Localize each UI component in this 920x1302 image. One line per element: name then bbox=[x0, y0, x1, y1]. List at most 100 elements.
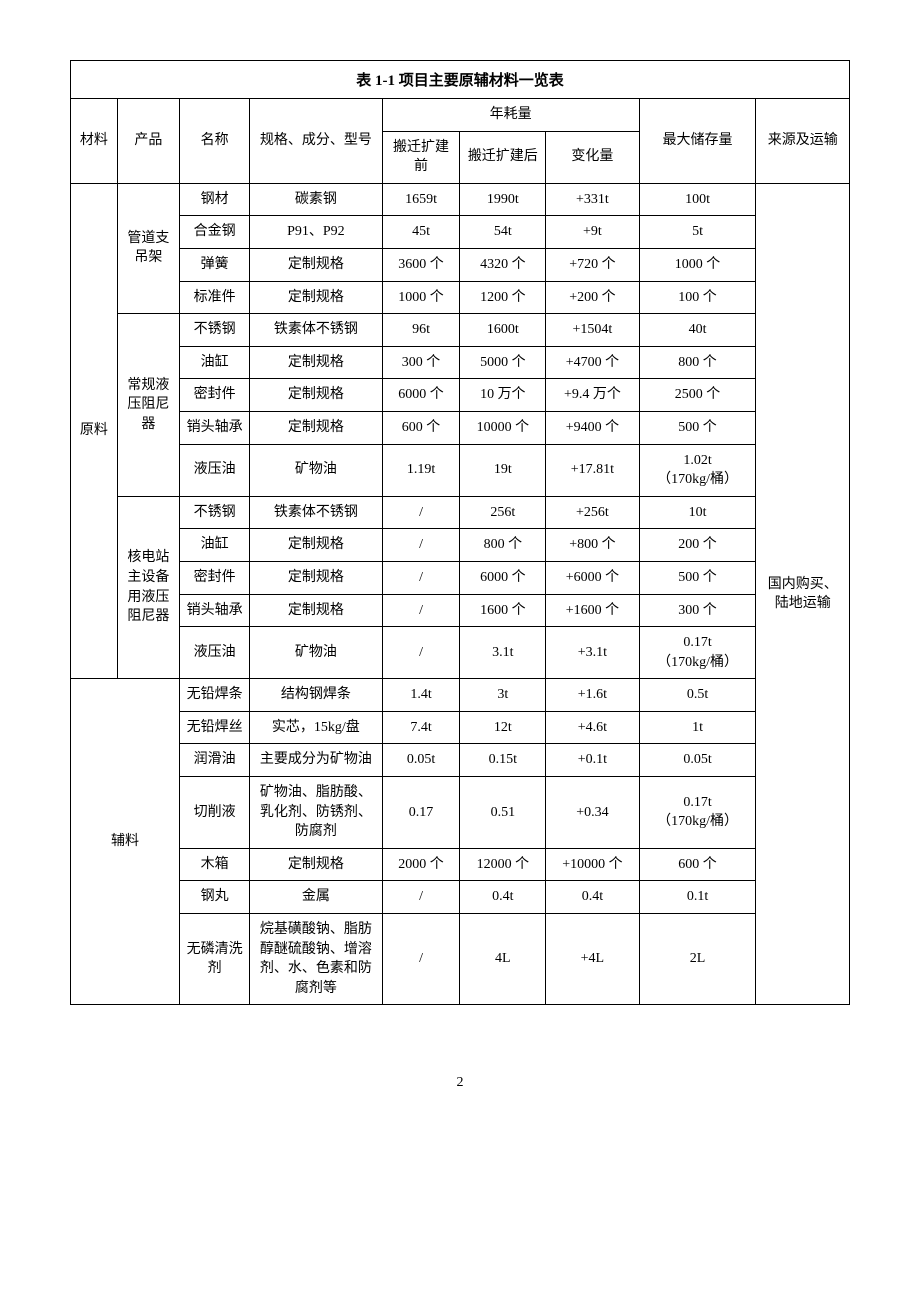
table-row: 无磷清洗剂烷基磺酸钠、脂肪醇醚硫酸钠、增溶剂、水、色素和防腐剂等/4L+4L2L bbox=[71, 914, 850, 1005]
cell-after: 256t bbox=[460, 496, 546, 529]
cell-product-group: 常规液压阻尼器 bbox=[117, 314, 179, 497]
page-number: 2 bbox=[70, 1075, 850, 1091]
table-caption: 表 1-1 项目主要原辅材料一览表 bbox=[70, 60, 850, 98]
cell-after: 1600t bbox=[460, 314, 546, 347]
cell-change: +10000 个 bbox=[546, 848, 639, 881]
cell-name: 无磷清洗剂 bbox=[180, 914, 250, 1005]
table-row: 切削液矿物油、脂肪酸、乳化剂、防锈剂、防腐剂0.170.51+0.340.17t… bbox=[71, 777, 850, 849]
th-storage: 最大储存量 bbox=[639, 99, 756, 184]
table-row: 液压油矿物油1.19t19t+17.81t1.02t（170kg/桶） bbox=[71, 444, 850, 496]
cell-spec: 矿物油、脂肪酸、乳化剂、防锈剂、防腐剂 bbox=[250, 777, 382, 849]
cell-before: 300 个 bbox=[382, 346, 460, 379]
cell-change: +200 个 bbox=[546, 281, 639, 314]
cell-after: 5000 个 bbox=[460, 346, 546, 379]
cell-before: 0.05t bbox=[382, 744, 460, 777]
th-product: 产品 bbox=[117, 99, 179, 184]
cell-material-aux: 辅料 bbox=[71, 679, 180, 1005]
cell-name: 无铅焊丝 bbox=[180, 711, 250, 744]
cell-after: 3.1t bbox=[460, 627, 546, 679]
cell-before: 0.17 bbox=[382, 777, 460, 849]
cell-spec: 定制规格 bbox=[250, 561, 382, 594]
cell-name: 木箱 bbox=[180, 848, 250, 881]
header-row-1: 材料 产品 名称 规格、成分、型号 年耗量 最大储存量 来源及运输 bbox=[71, 99, 850, 132]
cell-storage: 300 个 bbox=[639, 594, 756, 627]
cell-spec: 铁素体不锈钢 bbox=[250, 496, 382, 529]
cell-name: 液压油 bbox=[180, 444, 250, 496]
cell-spec: 烷基磺酸钠、脂肪醇醚硫酸钠、增溶剂、水、色素和防腐剂等 bbox=[250, 914, 382, 1005]
cell-before: / bbox=[382, 627, 460, 679]
cell-storage: 200 个 bbox=[639, 529, 756, 562]
cell-after: 3t bbox=[460, 679, 546, 712]
cell-spec: 定制规格 bbox=[250, 411, 382, 444]
cell-after: 12000 个 bbox=[460, 848, 546, 881]
table-row: 辅料无铅焊条结构钢焊条1.4t3t+1.6t0.5t bbox=[71, 679, 850, 712]
cell-spec: 定制规格 bbox=[250, 346, 382, 379]
table-row: 钢丸金属/0.4t0.4t0.1t bbox=[71, 881, 850, 914]
table-row: 核电站主设备用液压阻尼器不锈钢铁素体不锈钢/256t+256t10t bbox=[71, 496, 850, 529]
table-row: 销头轴承定制规格600 个10000 个+9400 个500 个 bbox=[71, 411, 850, 444]
cell-change: +720 个 bbox=[546, 248, 639, 281]
cell-before: / bbox=[382, 496, 460, 529]
cell-change: +4L bbox=[546, 914, 639, 1005]
cell-before: / bbox=[382, 561, 460, 594]
cell-name: 销头轴承 bbox=[180, 411, 250, 444]
cell-storage: 1.02t（170kg/桶） bbox=[639, 444, 756, 496]
cell-change: +1.6t bbox=[546, 679, 639, 712]
table-row: 油缸定制规格300 个5000 个+4700 个800 个 bbox=[71, 346, 850, 379]
cell-after: 1600 个 bbox=[460, 594, 546, 627]
cell-before: 6000 个 bbox=[382, 379, 460, 412]
cell-change: +9t bbox=[546, 216, 639, 249]
cell-change: +256t bbox=[546, 496, 639, 529]
cell-name: 钢丸 bbox=[180, 881, 250, 914]
cell-before: 1659t bbox=[382, 183, 460, 216]
table-row: 常规液压阻尼器不锈钢铁素体不锈钢96t1600t+1504t40t bbox=[71, 314, 850, 347]
cell-name: 合金钢 bbox=[180, 216, 250, 249]
cell-name: 标准件 bbox=[180, 281, 250, 314]
cell-storage: 2L bbox=[639, 914, 756, 1005]
table-row: 弹簧定制规格3600 个4320 个+720 个1000 个 bbox=[71, 248, 850, 281]
cell-change: +9400 个 bbox=[546, 411, 639, 444]
cell-name: 销头轴承 bbox=[180, 594, 250, 627]
cell-name: 无铅焊条 bbox=[180, 679, 250, 712]
cell-spec: 定制规格 bbox=[250, 281, 382, 314]
cell-after: 1990t bbox=[460, 183, 546, 216]
cell-spec: 定制规格 bbox=[250, 848, 382, 881]
cell-change: +0.34 bbox=[546, 777, 639, 849]
cell-spec: 结构钢焊条 bbox=[250, 679, 382, 712]
cell-storage: 2500 个 bbox=[639, 379, 756, 412]
cell-name: 弹簧 bbox=[180, 248, 250, 281]
cell-change: +331t bbox=[546, 183, 639, 216]
cell-before: 7.4t bbox=[382, 711, 460, 744]
th-spec: 规格、成分、型号 bbox=[250, 99, 382, 184]
cell-name: 不锈钢 bbox=[180, 314, 250, 347]
cell-before: / bbox=[382, 594, 460, 627]
cell-spec: 定制规格 bbox=[250, 529, 382, 562]
cell-after: 12t bbox=[460, 711, 546, 744]
cell-storage: 0.17t（170kg/桶） bbox=[639, 627, 756, 679]
cell-storage: 0.17t（170kg/桶） bbox=[639, 777, 756, 849]
cell-before: 96t bbox=[382, 314, 460, 347]
cell-storage: 600 个 bbox=[639, 848, 756, 881]
table-row: 密封件定制规格6000 个10 万个+9.4 万个2500 个 bbox=[71, 379, 850, 412]
cell-storage: 40t bbox=[639, 314, 756, 347]
cell-before: / bbox=[382, 914, 460, 1005]
cell-spec: 主要成分为矿物油 bbox=[250, 744, 382, 777]
cell-before: / bbox=[382, 529, 460, 562]
cell-after: 10000 个 bbox=[460, 411, 546, 444]
cell-change: +6000 个 bbox=[546, 561, 639, 594]
cell-before: 3600 个 bbox=[382, 248, 460, 281]
cell-storage: 500 个 bbox=[639, 411, 756, 444]
cell-before: 2000 个 bbox=[382, 848, 460, 881]
materials-table: 材料 产品 名称 规格、成分、型号 年耗量 最大储存量 来源及运输 搬迁扩建前 … bbox=[70, 98, 850, 1005]
cell-spec: 铁素体不锈钢 bbox=[250, 314, 382, 347]
cell-spec: 实芯，15kg/盘 bbox=[250, 711, 382, 744]
table-row: 合金钢P91、P9245t54t+9t5t bbox=[71, 216, 850, 249]
table-body: 原料管道支吊架钢材碳素钢1659t1990t+331t100t国内购买、陆地运输… bbox=[71, 183, 850, 1005]
cell-after: 19t bbox=[460, 444, 546, 496]
cell-spec: 矿物油 bbox=[250, 444, 382, 496]
cell-change: +4700 个 bbox=[546, 346, 639, 379]
cell-after: 54t bbox=[460, 216, 546, 249]
th-name: 名称 bbox=[180, 99, 250, 184]
cell-storage: 1000 个 bbox=[639, 248, 756, 281]
cell-after: 0.51 bbox=[460, 777, 546, 849]
